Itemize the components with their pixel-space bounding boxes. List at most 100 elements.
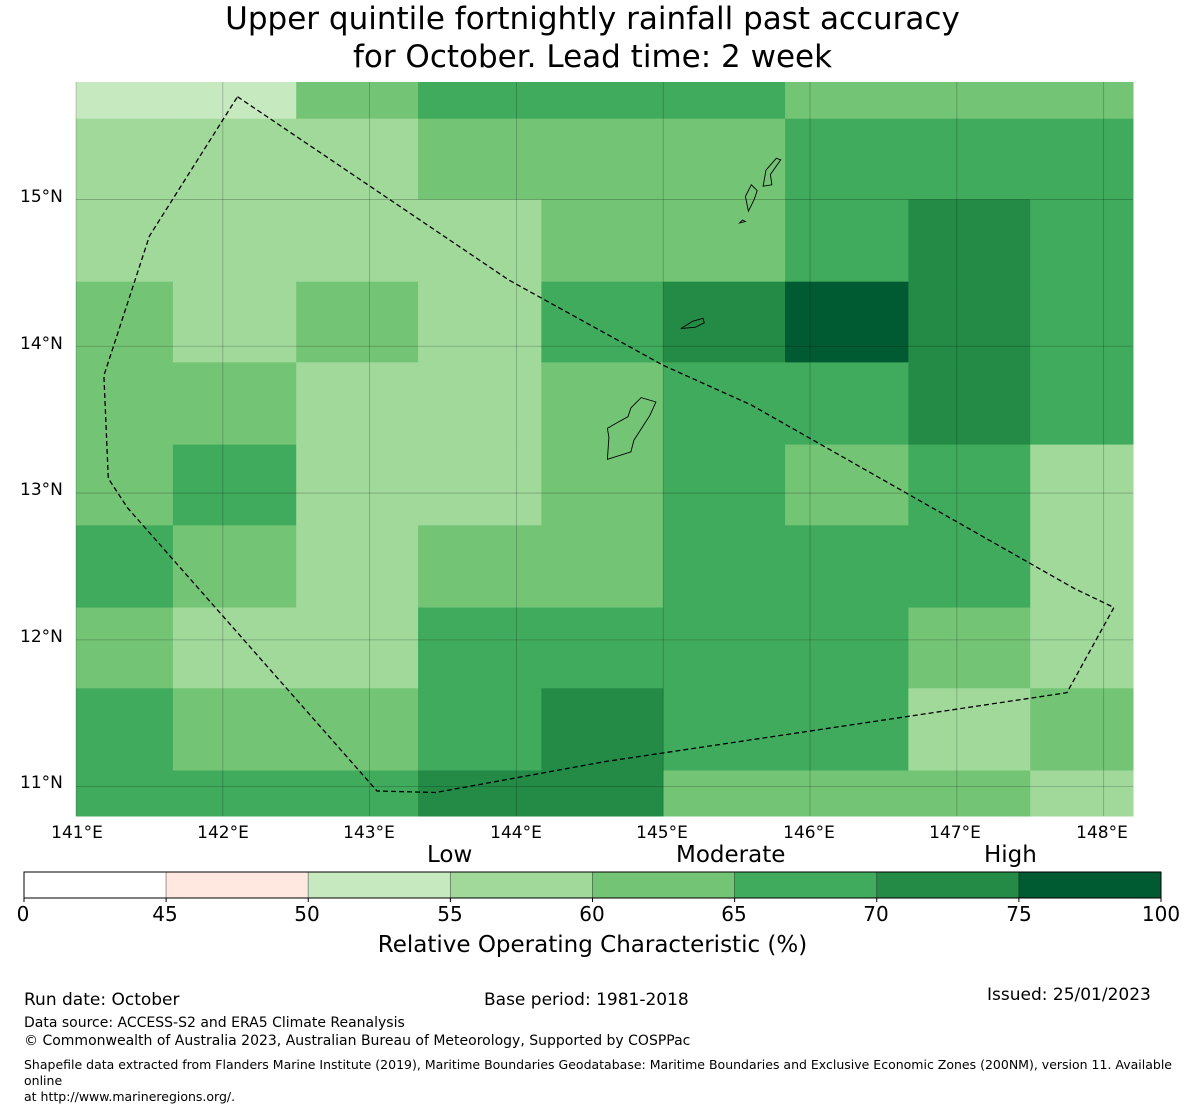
base-period: Base period: 1981-2018 [484, 990, 689, 1010]
roc-cell [418, 118, 542, 200]
roc-cell [172, 607, 297, 689]
roc-cell [908, 362, 1031, 446]
title-line-2: for October. Lead time: 2 week [352, 39, 833, 75]
roc-cell [1030, 82, 1134, 120]
shapefile-credit-line-2: at http://www.marineregions.org/. [24, 1089, 236, 1104]
category-low-label: Low [427, 842, 473, 868]
roc-cell [541, 688, 664, 771]
colorbar-tick: 70 [863, 902, 889, 926]
roc-cell [1030, 444, 1134, 526]
copyright: © Commonwealth of Australia 2023, Austra… [24, 1033, 691, 1049]
roc-cell [908, 525, 1031, 609]
colorbar-segment [592, 871, 736, 899]
roc-cell [172, 362, 297, 446]
roc-cell [541, 281, 664, 363]
roc-cell [785, 82, 909, 120]
roc-cell [541, 362, 664, 446]
roc-cell [785, 607, 909, 689]
roc-cell [418, 281, 542, 363]
roc-cell [296, 525, 419, 609]
island-saipan [762, 157, 782, 187]
roc-cell [296, 118, 419, 200]
roc-cell [1030, 770, 1134, 817]
colorbar-segment [1018, 871, 1162, 899]
roc-cell [418, 770, 542, 817]
roc-cell [172, 199, 297, 283]
colorbar-tick: 50 [294, 902, 320, 926]
roc-cell [76, 770, 174, 817]
roc-cell [541, 82, 664, 120]
roc-cell [908, 770, 1031, 817]
roc-cell [172, 444, 297, 526]
eez-boundary [103, 96, 1115, 794]
colorbar-tick: 65 [721, 902, 747, 926]
lon-tick-label: 145°E [636, 823, 688, 843]
map-title: Upper quintile fortnightly rainfall past… [0, 0, 1185, 76]
roc-cell [76, 82, 174, 120]
run-date: Run date: October [24, 990, 180, 1010]
roc-cell [785, 199, 909, 283]
island-guam [606, 397, 657, 460]
roc-cell [296, 444, 419, 526]
roc-grid [76, 82, 1134, 817]
roc-cell [418, 444, 542, 526]
roc-cell [908, 281, 1031, 363]
graticule [75, 82, 1133, 816]
lat-tick-label: 11°N [20, 773, 63, 793]
lon-tick-label: 146°E [783, 823, 835, 843]
colorbar-tick: 0 [16, 902, 30, 926]
island-tinian [744, 184, 758, 213]
roc-cell [296, 82, 419, 120]
roc-cell [1030, 281, 1134, 363]
roc-cell [785, 770, 909, 817]
roc-cell [663, 118, 786, 200]
island-rota [680, 317, 705, 330]
roc-cell [418, 607, 542, 689]
roc-cell [172, 770, 297, 817]
lon-tick-label: 141°E [51, 823, 103, 843]
lat-tick-label: 14°N [20, 334, 63, 354]
roc-cell [172, 281, 297, 363]
lon-tick-label: 148°E [1076, 823, 1128, 843]
roc-cell [418, 362, 542, 446]
lon-tick-label: 144°E [490, 823, 542, 843]
roc-cell [1030, 199, 1134, 283]
roc-cell [76, 281, 174, 363]
roc-cell [296, 362, 419, 446]
colorbar-segment [876, 871, 1020, 899]
roc-cell [296, 770, 419, 817]
lon-tick-label: 143°E [343, 823, 395, 843]
island-aguijan [738, 219, 747, 224]
roc-cell [908, 118, 1031, 200]
roc-cell [663, 82, 786, 120]
roc-cell [1030, 525, 1134, 609]
roc-cell [541, 770, 664, 817]
lon-tick-label: 142°E [197, 823, 249, 843]
lat-tick-label: 15°N [20, 187, 63, 207]
island-outlines [606, 157, 782, 460]
roc-cell [1030, 688, 1134, 771]
roc-cell [908, 607, 1031, 689]
roc-cell [663, 362, 786, 446]
colorbar-tick: 45 [152, 902, 178, 926]
colorbar-tick: 75 [1006, 902, 1032, 926]
roc-cell [1030, 362, 1134, 446]
roc-cell [541, 525, 664, 609]
colorbar-segment [165, 871, 309, 899]
roc-cell [1030, 118, 1134, 200]
roc-cell [663, 525, 786, 609]
roc-cell [76, 118, 174, 200]
roc-cell [296, 688, 419, 771]
roc-cell [785, 688, 909, 771]
roc-cell [785, 525, 909, 609]
roc-cell [785, 444, 909, 526]
lat-tick-label: 12°N [20, 627, 63, 647]
roc-cell [296, 607, 419, 689]
shapefile-credit-line-1: Shapefile data extracted from Flanders M… [24, 1057, 1172, 1088]
colorbar-segment [23, 871, 167, 899]
roc-cell [76, 688, 174, 771]
roc-cell [663, 444, 786, 526]
roc-cell [76, 525, 174, 609]
roc-cell [908, 688, 1031, 771]
